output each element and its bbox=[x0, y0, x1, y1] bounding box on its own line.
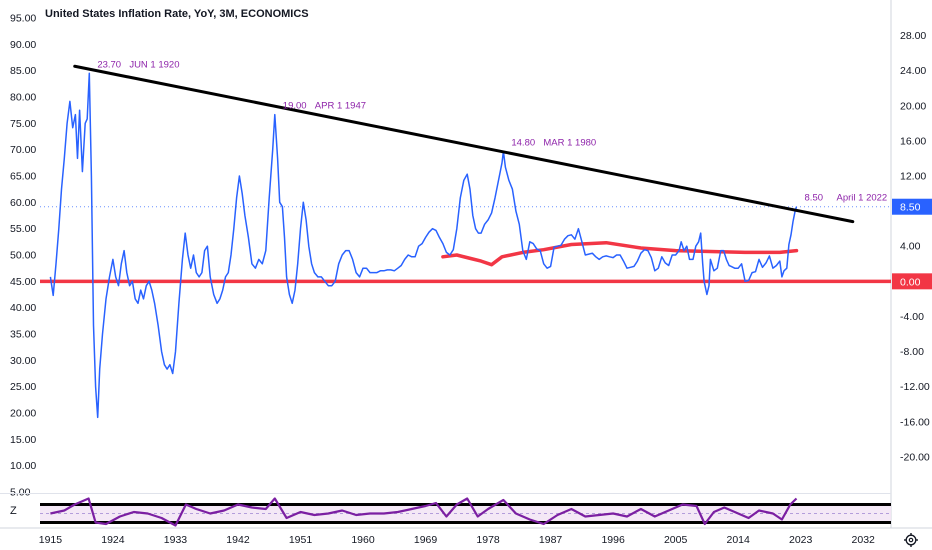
peak-annotation: 19.00 APR 1 1947 bbox=[283, 101, 366, 112]
right-tick-label: -16.00 bbox=[900, 416, 930, 428]
right-tick-label: 20.00 bbox=[900, 100, 926, 112]
x-tick-label: 1942 bbox=[226, 534, 250, 546]
last-value-badge: 8.50 bbox=[892, 198, 932, 215]
series-line bbox=[49, 72, 798, 419]
x-tick-label: 1924 bbox=[101, 534, 125, 546]
left-tick-label: 80.00 bbox=[10, 92, 36, 104]
x-tick-label: 2032 bbox=[852, 534, 876, 546]
annotation-value: 8.50 bbox=[805, 193, 824, 204]
gear-icon[interactable] bbox=[904, 533, 918, 547]
left-tick-label: 50.00 bbox=[10, 250, 36, 262]
z-button[interactable]: Z bbox=[10, 505, 17, 517]
right-tick-label: -20.00 bbox=[900, 451, 930, 463]
left-tick-label: 45.00 bbox=[10, 276, 36, 288]
oscillator-pane bbox=[0, 493, 891, 527]
x-tick-label: 1933 bbox=[164, 534, 188, 546]
right-tick-label: 4.00 bbox=[900, 241, 921, 253]
left-tick-label: 10.00 bbox=[10, 460, 36, 472]
annotation-date: APR 1 1947 bbox=[315, 101, 366, 112]
annotation-value: 14.80 bbox=[511, 137, 535, 148]
x-tick-label: 1996 bbox=[601, 534, 625, 546]
x-axis: 1915 1924 1933 1942 1951 1960 1969 1978 1987 1996… bbox=[39, 534, 875, 546]
left-tick-label: 85.00 bbox=[10, 65, 36, 77]
annotation-date: JUN 1 1920 bbox=[129, 59, 179, 70]
annotation-value: 23.70 bbox=[97, 59, 121, 70]
left-tick-label: 35.00 bbox=[10, 329, 36, 341]
left-tick-label: 60.00 bbox=[10, 197, 36, 209]
plot-area bbox=[40, 64, 891, 419]
oscillator-band bbox=[40, 505, 891, 522]
peak-annotation: 8.50 April 1 2022 bbox=[805, 193, 888, 204]
left-tick-label: 25.00 bbox=[10, 381, 36, 393]
right-tick-label: -4.00 bbox=[900, 311, 924, 323]
annotation-date: MAR 1 1980 bbox=[543, 137, 596, 148]
trendline[interactable] bbox=[73, 64, 855, 224]
zero-badge: 0.00 bbox=[892, 273, 932, 290]
left-tick-label: 5.00 bbox=[10, 487, 31, 499]
x-tick-label: 2023 bbox=[789, 534, 813, 546]
annotation-value: 19.00 bbox=[283, 101, 307, 112]
overlay: 23.70 JUN 1 1920 19.00 APR 1 1947 14.80 MAR 1… bbox=[97, 59, 932, 290]
left-tick-label: 90.00 bbox=[10, 39, 36, 51]
chart-title: United States Inflation Rate, YoY, 3M, E… bbox=[45, 8, 309, 20]
annotation-date: April 1 2022 bbox=[837, 193, 888, 204]
x-tick-label: 2005 bbox=[664, 534, 688, 546]
x-tick-label: 1915 bbox=[39, 534, 63, 546]
right-tick-label: 16.00 bbox=[900, 135, 926, 147]
left-tick-label: 75.00 bbox=[10, 118, 36, 130]
left-tick-label: 70.00 bbox=[10, 144, 36, 156]
left-tick-label: 55.00 bbox=[10, 223, 36, 235]
right-tick-label: 12.00 bbox=[900, 171, 926, 183]
oscillator-line bbox=[50, 497, 798, 527]
x-tick-label: 1978 bbox=[476, 534, 500, 546]
z-button-label: Z bbox=[10, 505, 17, 517]
right-tick-label: 24.00 bbox=[900, 65, 926, 77]
peak-annotation: 14.80 MAR 1 1980 bbox=[511, 137, 596, 148]
x-tick-label: 1951 bbox=[289, 534, 313, 546]
last-value-badge-text: 8.50 bbox=[900, 202, 921, 214]
zero-badge-text: 0.00 bbox=[900, 276, 921, 288]
peak-annotation: 23.70 JUN 1 1920 bbox=[97, 59, 179, 70]
moving-average-line bbox=[441, 240, 799, 267]
x-tick-label: 1969 bbox=[414, 534, 438, 546]
right-tick-label: -12.00 bbox=[900, 381, 930, 393]
x-tick-label: 1987 bbox=[539, 534, 563, 546]
left-tick-label: 30.00 bbox=[10, 355, 36, 367]
left-tick-label: 40.00 bbox=[10, 302, 36, 314]
left-tick-label: 65.00 bbox=[10, 171, 36, 183]
grid bbox=[0, 0, 932, 529]
x-tick-label: 1960 bbox=[351, 534, 375, 546]
left-axis: 95.00 90.00 85.00 80.00 75.00 70.00 65.00 60.00… bbox=[10, 13, 36, 499]
left-tick-label: 95.00 bbox=[10, 13, 36, 25]
right-tick-label: -8.00 bbox=[900, 346, 924, 358]
right-tick-label: 28.00 bbox=[900, 30, 926, 42]
left-tick-label: 20.00 bbox=[10, 408, 36, 420]
left-tick-label: 15.00 bbox=[10, 434, 36, 446]
x-tick-label: 2014 bbox=[726, 534, 750, 546]
